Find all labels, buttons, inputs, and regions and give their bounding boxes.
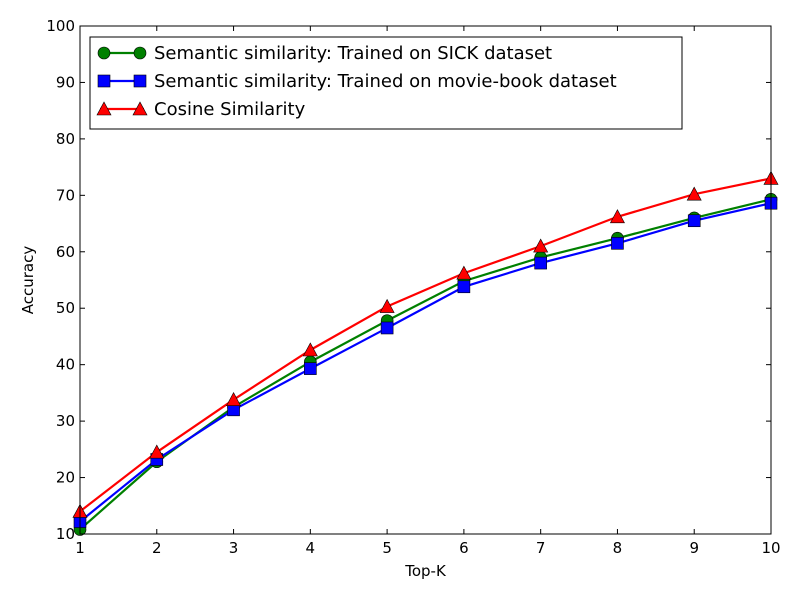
y-tick-label: 40 — [56, 356, 75, 374]
x-tick-label: 9 — [689, 539, 699, 557]
y-tick-label: 90 — [56, 73, 75, 91]
x-tick-label: 8 — [613, 539, 623, 557]
data-point — [302, 342, 318, 357]
y-tick-label: 60 — [56, 243, 75, 261]
data-point — [534, 256, 547, 270]
data-point — [611, 237, 624, 250]
legend-marker — [132, 101, 148, 116]
legend-entry: Semantic similarity: Trained on movie-bo… — [97, 71, 617, 92]
legend-label: Semantic similarity: Trained on SICK dat… — [154, 43, 552, 64]
legend-marker — [97, 46, 111, 60]
legend-marker — [96, 101, 112, 116]
legend-marker — [133, 46, 147, 60]
y-tick-label: 30 — [56, 412, 75, 430]
x-axis-ticks: 1 2 3 4 5 6 7 8 9 10 — [75, 26, 781, 557]
y-axis-ticks: 10 20 30 40 50 60 70 80 90 100 — [46, 17, 771, 543]
legend-label: Semantic similarity: Trained on movie-bo… — [154, 71, 617, 92]
series-layer — [72, 170, 779, 536]
plot-frame — [79, 25, 772, 535]
y-tick-label: 10 — [56, 525, 75, 543]
legend-marker — [97, 74, 111, 88]
legend-marker — [133, 74, 147, 88]
series-3 — [72, 170, 779, 518]
x-tick-label: 4 — [306, 539, 316, 557]
legend: Semantic similarity: Trained on SICK dat… — [89, 36, 683, 130]
legend-frame — [89, 36, 683, 130]
legend-entry: Cosine Similarity — [96, 99, 306, 120]
legend-label: Cosine Similarity — [154, 99, 306, 120]
data-point — [226, 392, 242, 406]
y-tick-label: 70 — [56, 186, 75, 204]
series-line — [79, 177, 772, 513]
data-point — [379, 298, 395, 313]
data-point — [380, 321, 394, 335]
legend-entry: Semantic similarity: Trained on SICK dat… — [97, 43, 552, 64]
data-point — [686, 186, 702, 201]
data-point — [457, 280, 471, 294]
x-axis-title: Top-K — [404, 562, 447, 580]
data-point — [533, 238, 549, 253]
data-point — [609, 209, 625, 224]
y-tick-label: 20 — [56, 469, 75, 487]
y-tick-label: 80 — [56, 130, 75, 148]
x-tick-label: 6 — [459, 539, 469, 557]
x-tick-label: 3 — [229, 539, 239, 557]
data-point — [687, 214, 701, 228]
data-point — [149, 444, 165, 459]
y-axis-title: Accuracy — [19, 246, 37, 315]
y-tick-label: 100 — [46, 17, 75, 35]
series-line — [79, 202, 772, 523]
x-tick-label: 10 — [761, 539, 780, 557]
x-tick-label: 5 — [382, 539, 392, 557]
data-point — [456, 265, 472, 280]
x-tick-label: 1 — [75, 539, 85, 557]
y-tick-label: 50 — [56, 299, 75, 317]
data-point — [304, 362, 317, 375]
x-tick-label: 7 — [536, 539, 546, 557]
x-tick-label: 2 — [152, 539, 162, 557]
